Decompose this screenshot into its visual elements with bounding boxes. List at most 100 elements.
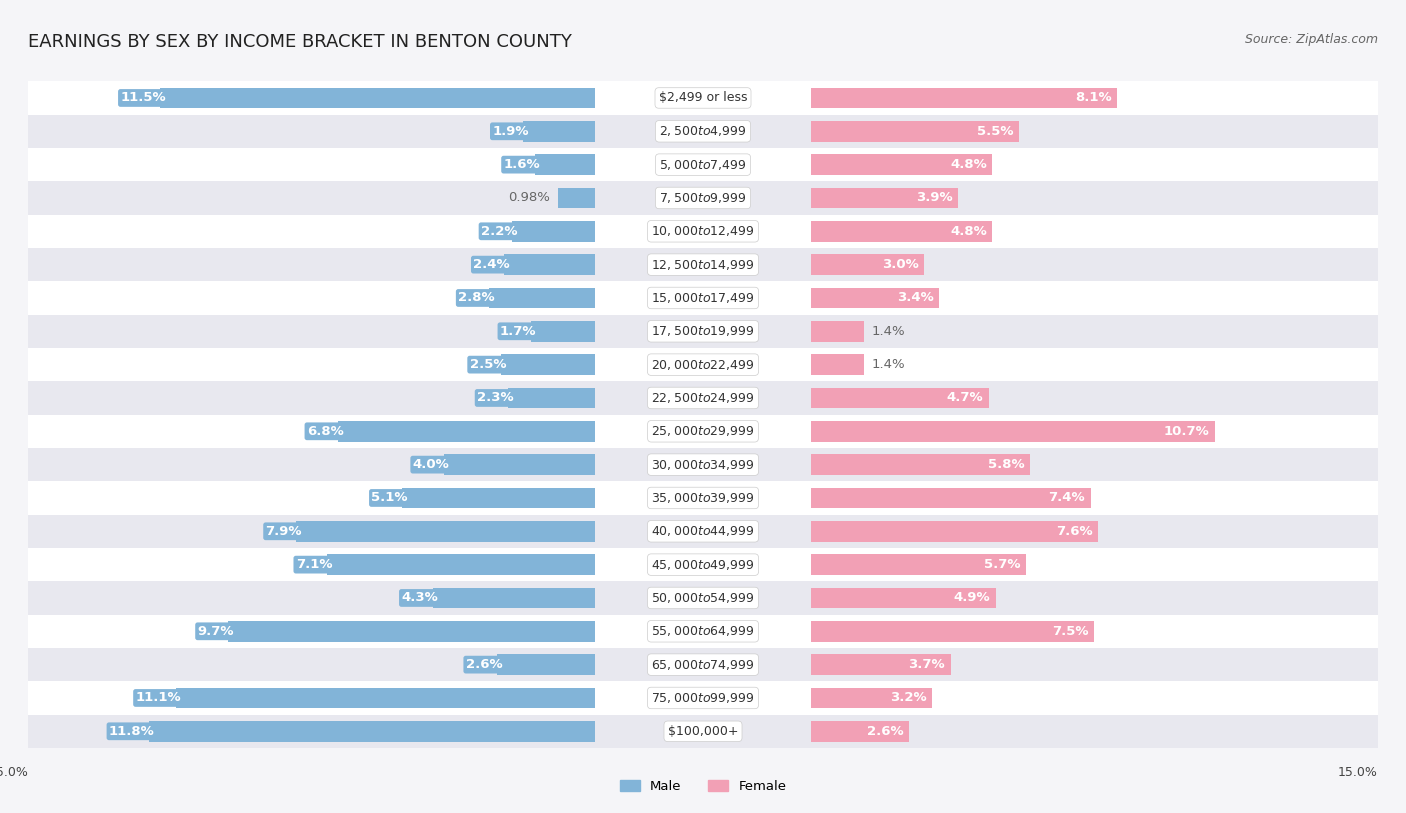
Text: 5.5%: 5.5% [977,125,1014,137]
Text: $100,000+: $100,000+ [668,725,738,737]
Bar [28,481,595,515]
Text: 1.4%: 1.4% [872,325,905,337]
Text: $17,500 to $19,999: $17,500 to $19,999 [651,324,755,338]
Bar [811,688,932,708]
Bar [28,315,595,348]
Bar [811,248,1378,281]
Text: 11.8%: 11.8% [110,725,155,737]
Bar [444,454,595,475]
Text: 4.3%: 4.3% [402,592,439,604]
Bar [176,688,595,708]
Bar [811,281,1378,315]
Bar [595,681,811,715]
Bar [531,321,595,341]
Text: $15,000 to $17,499: $15,000 to $17,499 [651,291,755,305]
Bar [28,581,595,615]
Bar [326,554,595,575]
Text: 7.5%: 7.5% [1052,625,1088,637]
Bar [811,454,1031,475]
Text: 3.9%: 3.9% [917,192,953,204]
Bar [28,548,595,581]
Bar [28,115,595,148]
Text: 15.0%: 15.0% [1339,767,1378,780]
Text: $50,000 to $54,999: $50,000 to $54,999 [651,591,755,605]
Text: 4.8%: 4.8% [950,159,987,171]
Bar [595,648,811,681]
Bar [811,581,1378,615]
Bar [811,388,988,408]
Bar [811,215,1378,248]
Bar [811,521,1098,541]
Text: 7.9%: 7.9% [266,525,302,537]
Text: 11.5%: 11.5% [121,92,166,104]
Bar [811,488,1091,508]
Bar [595,381,811,415]
Bar [595,181,811,215]
Bar [811,721,910,741]
Bar [595,281,811,315]
Bar [811,288,939,308]
Bar [811,515,1378,548]
Text: 3.0%: 3.0% [882,259,918,271]
Bar [28,615,595,648]
Bar [228,621,595,641]
Bar [811,681,1378,715]
Bar [28,248,595,281]
Text: $25,000 to $29,999: $25,000 to $29,999 [651,424,755,438]
Text: $45,000 to $49,999: $45,000 to $49,999 [651,558,755,572]
Bar [508,388,595,408]
Text: 10.7%: 10.7% [1164,425,1209,437]
Text: 7.6%: 7.6% [1056,525,1092,537]
Bar [811,321,863,341]
Bar [595,515,811,548]
Text: 5.1%: 5.1% [371,492,408,504]
Text: 4.9%: 4.9% [953,592,990,604]
Bar [811,221,993,241]
Bar [811,181,1378,215]
Bar [595,548,811,581]
Text: 1.6%: 1.6% [503,159,540,171]
Bar [28,415,595,448]
Bar [811,81,1378,115]
Text: $10,000 to $12,499: $10,000 to $12,499 [651,224,755,238]
Text: 3.7%: 3.7% [908,659,945,671]
Bar [811,715,1378,748]
Text: $65,000 to $74,999: $65,000 to $74,999 [651,658,755,672]
Bar [501,354,595,375]
Bar [28,81,595,115]
Text: 7.1%: 7.1% [295,559,332,571]
Bar [595,448,811,481]
Bar [28,448,595,481]
Bar [595,315,811,348]
Text: $55,000 to $64,999: $55,000 to $64,999 [651,624,755,638]
Bar [811,654,950,675]
Bar [558,188,595,208]
Bar [811,648,1378,681]
Bar [811,481,1378,515]
Text: Source: ZipAtlas.com: Source: ZipAtlas.com [1244,33,1378,46]
Bar [811,381,1378,415]
Text: $2,500 to $4,999: $2,500 to $4,999 [659,124,747,138]
Text: $5,000 to $7,499: $5,000 to $7,499 [659,158,747,172]
Bar [811,148,1378,181]
Bar [595,248,811,281]
Text: 6.8%: 6.8% [307,425,343,437]
Bar [811,88,1118,108]
Text: 2.2%: 2.2% [481,225,517,237]
Bar [28,515,595,548]
Bar [512,221,595,241]
Text: 7.4%: 7.4% [1049,492,1085,504]
Bar [28,381,595,415]
Bar [534,154,595,175]
Bar [811,315,1378,348]
Bar [811,348,1378,381]
Bar [595,581,811,615]
Text: 2.6%: 2.6% [868,725,904,737]
Bar [496,654,595,675]
Bar [595,115,811,148]
Bar [811,448,1378,481]
Bar [160,88,595,108]
Text: 9.7%: 9.7% [198,625,233,637]
Text: 1.4%: 1.4% [872,359,905,371]
Bar [28,715,595,748]
